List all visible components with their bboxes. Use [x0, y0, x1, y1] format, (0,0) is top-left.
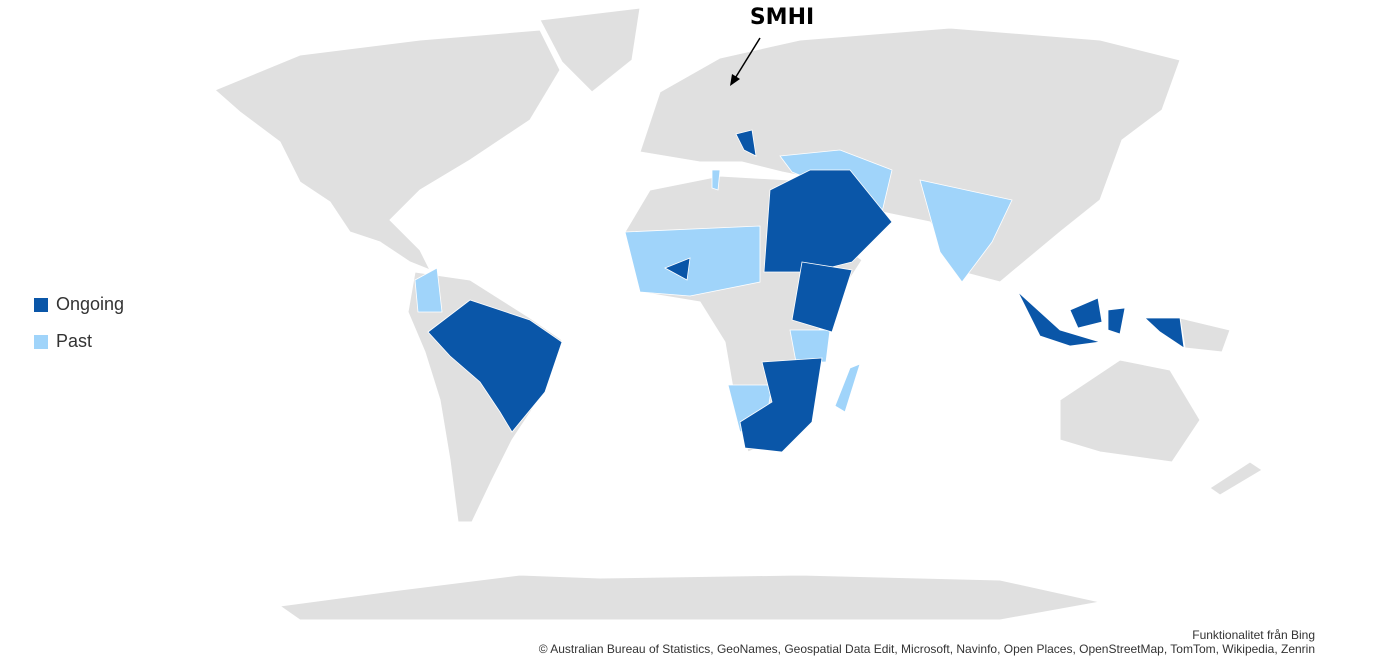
past-region: [834, 363, 861, 413]
legend-label: Ongoing: [56, 294, 125, 314]
antarctica: [278, 574, 1101, 621]
annotation-arrow: [733, 37, 761, 81]
past-region: [919, 179, 1013, 283]
legend-swatch: [34, 334, 48, 349]
new-zealand: [1209, 461, 1263, 496]
legend-item: Past: [34, 323, 124, 360]
legend-label: Past: [56, 331, 93, 351]
credits: Funktionalitet från Bing © Australian Bu…: [539, 628, 1315, 656]
arrow-head: [730, 74, 740, 86]
eurasia: [639, 27, 1181, 283]
annotation: SMHI: [750, 5, 814, 30]
sources: © Australian Bureau of Statistics, GeoNa…: [538, 642, 1315, 656]
ongoing-region: [1017, 291, 1101, 347]
legend-item: Ongoing: [34, 286, 124, 323]
legend-swatch: [34, 297, 48, 312]
ongoing-region: [735, 129, 757, 157]
ongoing-region: [1143, 317, 1185, 349]
ongoing-region: [664, 257, 691, 281]
past-region: [711, 169, 721, 191]
past-region: [789, 329, 831, 363]
ongoing-region: [1069, 297, 1103, 329]
ongoing-region: [763, 169, 893, 273]
ongoing-region: [427, 299, 563, 433]
ongoing-region: [791, 261, 853, 333]
north-america: [214, 29, 561, 271]
ongoing-region: [1107, 307, 1126, 335]
australia: [1059, 359, 1201, 463]
papua: [1179, 317, 1231, 353]
ongoing-region: [739, 357, 823, 453]
provider: Funktionalitet från Bing: [1192, 628, 1315, 642]
legend: Ongoing Past: [34, 286, 124, 360]
past-region: [414, 267, 443, 313]
greenland: [539, 7, 641, 93]
past-region: [624, 225, 761, 297]
